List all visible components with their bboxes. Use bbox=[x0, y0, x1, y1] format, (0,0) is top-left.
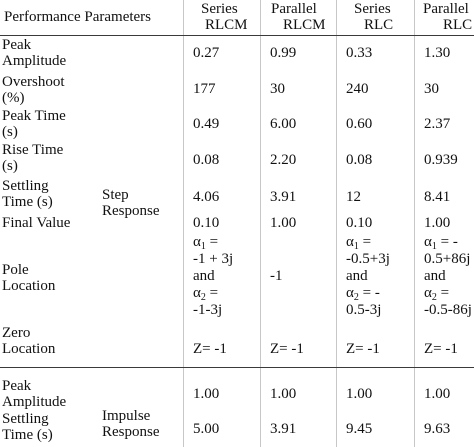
param-label-line2: Time (s) bbox=[2, 427, 53, 443]
param-label-line1: Final Value bbox=[2, 215, 71, 231]
param-label-line2: Location bbox=[2, 341, 56, 357]
param-label-line1: Zero bbox=[2, 325, 31, 341]
cell-value: 8.41 bbox=[424, 189, 451, 205]
header-performance-parameters: Performance Parameters bbox=[4, 9, 152, 25]
cell-value: 9.63 bbox=[424, 421, 451, 437]
cell-value: 0.08 bbox=[193, 152, 220, 168]
cell-value: 0.939 bbox=[424, 152, 458, 168]
cell-value: 0.10 bbox=[193, 215, 220, 231]
group-label-step-line2: Response bbox=[102, 203, 160, 219]
section-rule bbox=[0, 367, 474, 368]
column-divider bbox=[260, 0, 261, 447]
header-series-rlcm-line1: Series bbox=[201, 1, 238, 17]
cell-value: 0.10 bbox=[346, 215, 373, 231]
cell-value: 1.00 bbox=[346, 386, 373, 402]
cell-value: 9.45 bbox=[346, 421, 373, 437]
param-label-line1: Overshoot bbox=[2, 74, 65, 90]
column-divider bbox=[414, 0, 415, 447]
cell-value: 0.08 bbox=[346, 152, 373, 168]
param-label-line1: Peak bbox=[2, 378, 32, 394]
param-label-line2: Amplitude bbox=[2, 53, 67, 69]
cell-value: 1.00 bbox=[193, 386, 220, 402]
column-divider bbox=[183, 0, 184, 447]
cell-value: 12 bbox=[346, 189, 361, 205]
param-label-line2: (%) bbox=[2, 90, 25, 106]
header-parallel-rlcm-line1: Parallel bbox=[271, 1, 317, 17]
pole-cell-parallel-rlcm: -1 bbox=[270, 268, 283, 284]
cell-value: 0.49 bbox=[193, 116, 220, 132]
param-label-line2: Amplitude bbox=[2, 394, 67, 410]
group-label-step-line1: Step bbox=[102, 187, 129, 203]
cell-value: 5.00 bbox=[193, 421, 220, 437]
param-label-line1: Peak bbox=[2, 37, 32, 53]
param-label-line1: Rise Time bbox=[2, 142, 64, 158]
cell-value: 0.99 bbox=[270, 45, 297, 61]
cell-value: 30 bbox=[424, 81, 439, 97]
header-series-rlcm-line2: RLCM bbox=[205, 17, 248, 33]
header-parallel-rlc-line1: Parallel bbox=[423, 1, 469, 17]
param-label-line2: Location bbox=[2, 278, 56, 294]
cell-value: 2.20 bbox=[270, 152, 297, 168]
cell-value: 0.33 bbox=[346, 45, 373, 61]
cell-value: Z= -1 bbox=[193, 341, 227, 357]
cell-value: Z= -1 bbox=[270, 341, 304, 357]
param-label-line1: Pole bbox=[2, 262, 29, 278]
cell-value: 4.06 bbox=[193, 189, 220, 205]
column-divider bbox=[336, 0, 337, 447]
cell-value: 3.91 bbox=[270, 421, 297, 437]
cell-value: 6.00 bbox=[270, 116, 297, 132]
cell-value: Z= -1 bbox=[424, 341, 458, 357]
cell-value: 1.00 bbox=[424, 386, 451, 402]
cell-value: 0.60 bbox=[346, 116, 373, 132]
cell-value: Z= -1 bbox=[346, 341, 380, 357]
header-rule bbox=[0, 35, 474, 36]
cell-value: 1.00 bbox=[270, 386, 297, 402]
param-label-line2: (s) bbox=[2, 158, 18, 174]
param-label-line1: Settling bbox=[2, 411, 49, 427]
cell-value: 2.37 bbox=[424, 116, 451, 132]
param-label-line2: Time (s) bbox=[2, 194, 53, 210]
cell-value: 30 bbox=[270, 81, 285, 97]
param-label-line1: Peak Time bbox=[2, 108, 66, 124]
cell-value: 0.27 bbox=[193, 45, 220, 61]
header-series-rlc-line2: RLC bbox=[364, 17, 394, 33]
param-label-line2: (s) bbox=[2, 124, 18, 140]
cell-value: 3.91 bbox=[270, 189, 297, 205]
cell-value: 1.30 bbox=[424, 45, 451, 61]
header-series-rlc-line1: Series bbox=[354, 1, 391, 17]
cell-value: 240 bbox=[346, 81, 369, 97]
group-label-impulse-line2: Response bbox=[102, 424, 160, 440]
cell-value: 1.00 bbox=[424, 215, 451, 231]
cell-value: 177 bbox=[193, 81, 216, 97]
param-label-line1: Settling bbox=[2, 178, 49, 194]
header-parallel-rlc-line2: RLC bbox=[443, 17, 473, 33]
group-label-impulse-line1: Impulse bbox=[102, 408, 151, 424]
header-parallel-rlcm-line2: RLCM bbox=[283, 17, 326, 33]
cell-value: 1.00 bbox=[270, 215, 297, 231]
